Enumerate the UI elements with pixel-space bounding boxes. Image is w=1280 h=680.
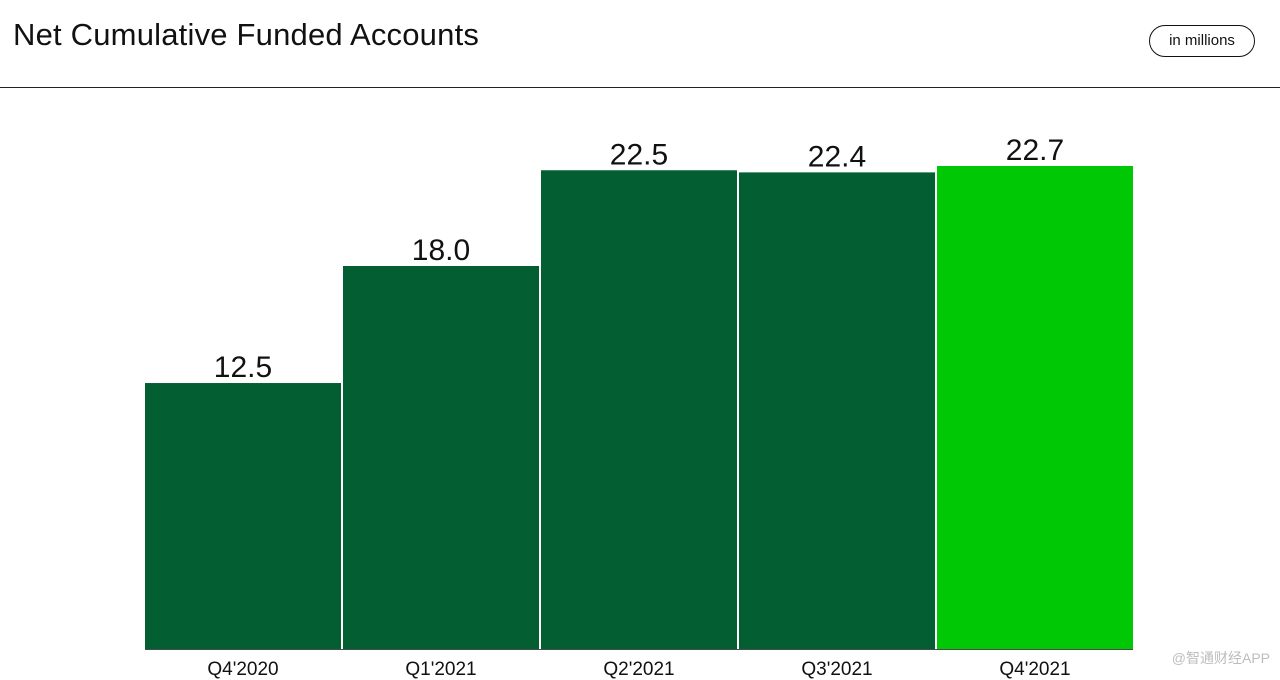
x-tick-label: Q4'2021 (999, 659, 1070, 680)
bar-q4-2020 (145, 383, 341, 649)
bars-layer (145, 166, 1133, 650)
value-labels-layer: 12.5 18.0 22.5 22.4 22.7 (214, 134, 1064, 384)
x-tick-label: Q1'2021 (405, 659, 476, 680)
watermark: @智通财经APP (1171, 650, 1270, 666)
bar-q4-2021 (937, 166, 1133, 649)
header-divider (0, 87, 1280, 88)
value-label: 22.7 (1006, 134, 1064, 167)
bar-q1-2021 (343, 266, 539, 649)
value-label: 22.4 (808, 140, 866, 173)
bar-q2-2021 (541, 170, 737, 650)
unit-badge: in millions (1149, 25, 1255, 57)
x-tick-label: Q2'2021 (603, 659, 674, 680)
value-label: 12.5 (214, 351, 272, 384)
page-title: Net Cumulative Funded Accounts (13, 17, 480, 52)
x-tick-labels-layer: Q4'2020 Q1'2021 Q2'2021 Q3'2021 Q4'2021 (207, 659, 1070, 680)
bar-q3-2021 (739, 172, 935, 650)
value-label: 22.5 (610, 138, 668, 171)
x-tick-label: Q3'2021 (801, 659, 872, 680)
x-tick-label: Q4'2020 (207, 659, 278, 680)
value-label: 18.0 (412, 234, 470, 267)
